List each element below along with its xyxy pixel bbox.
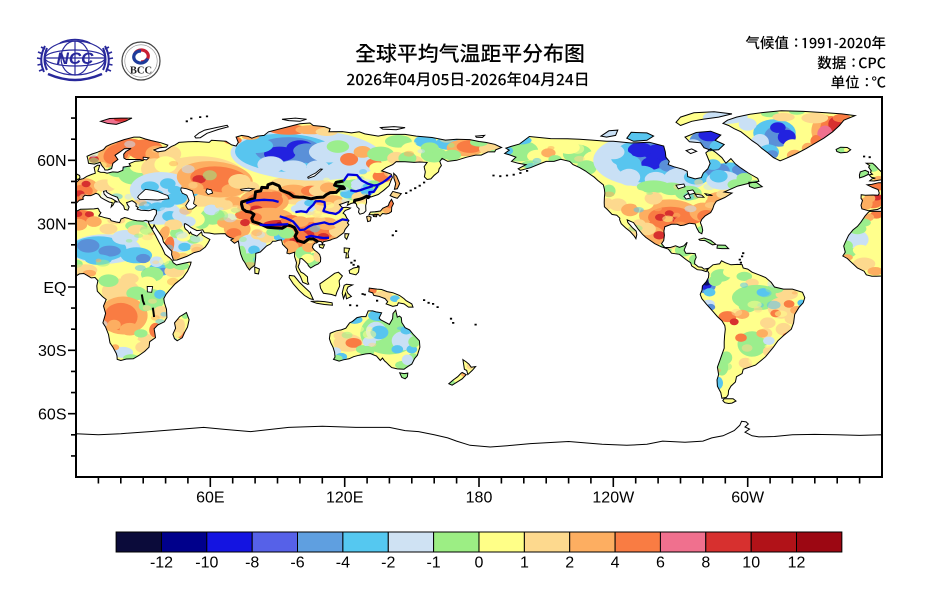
svg-text:60E: 60E [196, 490, 224, 507]
svg-text:120E: 120E [326, 490, 363, 507]
svg-text:-12: -12 [150, 555, 173, 572]
svg-text:-1: -1 [426, 555, 440, 572]
svg-text:6: 6 [656, 555, 665, 572]
svg-text:12: 12 [788, 555, 806, 572]
svg-text:8: 8 [701, 555, 710, 572]
svg-text:-10: -10 [195, 555, 218, 572]
svg-text:EQ: EQ [43, 280, 66, 297]
svg-text:-4: -4 [336, 555, 350, 572]
svg-text:-8: -8 [245, 555, 259, 572]
svg-text:30N: 30N [37, 217, 66, 234]
svg-text:120W: 120W [592, 490, 635, 507]
svg-text:BCC: BCC [130, 66, 152, 77]
svg-text:-6: -6 [290, 555, 304, 572]
svg-text:2: 2 [565, 555, 574, 572]
svg-text:1: 1 [520, 555, 529, 572]
svg-text:4: 4 [611, 555, 620, 572]
svg-text:10: 10 [742, 555, 760, 572]
svg-text:-2: -2 [381, 555, 395, 572]
svg-text:60S: 60S [38, 407, 66, 424]
svg-text:NCC: NCC [57, 49, 95, 68]
svg-text:30S: 30S [38, 343, 66, 360]
svg-text:60W: 60W [731, 490, 765, 507]
svg-text:0: 0 [475, 555, 484, 572]
svg-text:60N: 60N [37, 153, 66, 170]
svg-text:180: 180 [466, 490, 493, 507]
